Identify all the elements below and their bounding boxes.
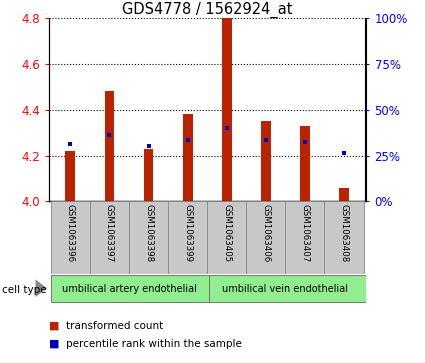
- Text: GSM1063408: GSM1063408: [340, 204, 348, 262]
- Text: ■: ■: [49, 321, 60, 331]
- Bar: [222, 18, 232, 201]
- Bar: [285, 201, 324, 274]
- Bar: [144, 149, 153, 201]
- Text: transformed count: transformed count: [66, 321, 163, 331]
- Bar: [90, 201, 129, 274]
- Bar: [209, 275, 368, 302]
- Text: GSM1063399: GSM1063399: [183, 204, 192, 262]
- Bar: [300, 126, 310, 201]
- Bar: [65, 151, 75, 201]
- Text: GSM1063405: GSM1063405: [222, 204, 231, 262]
- Bar: [183, 114, 193, 201]
- Bar: [207, 201, 246, 274]
- Text: umbilical artery endothelial: umbilical artery endothelial: [62, 284, 196, 294]
- Polygon shape: [36, 280, 47, 297]
- Bar: [261, 121, 271, 201]
- Bar: [51, 275, 209, 302]
- Text: GSM1063407: GSM1063407: [300, 204, 309, 262]
- Bar: [51, 201, 90, 274]
- Bar: [339, 188, 349, 201]
- Bar: [168, 201, 207, 274]
- Text: umbilical vein endothelial: umbilical vein endothelial: [222, 284, 348, 294]
- Bar: [246, 201, 285, 274]
- Bar: [324, 201, 363, 274]
- Text: GSM1063397: GSM1063397: [105, 204, 114, 262]
- Text: percentile rank within the sample: percentile rank within the sample: [66, 339, 242, 349]
- Title: GDS4778 / 1562924_at: GDS4778 / 1562924_at: [122, 2, 292, 18]
- Text: ■: ■: [49, 339, 60, 349]
- Bar: [105, 91, 114, 201]
- Bar: [129, 201, 168, 274]
- Text: GSM1063396: GSM1063396: [66, 204, 75, 262]
- Text: GSM1063398: GSM1063398: [144, 204, 153, 262]
- Text: cell type: cell type: [2, 285, 47, 295]
- Text: GSM1063406: GSM1063406: [261, 204, 270, 262]
